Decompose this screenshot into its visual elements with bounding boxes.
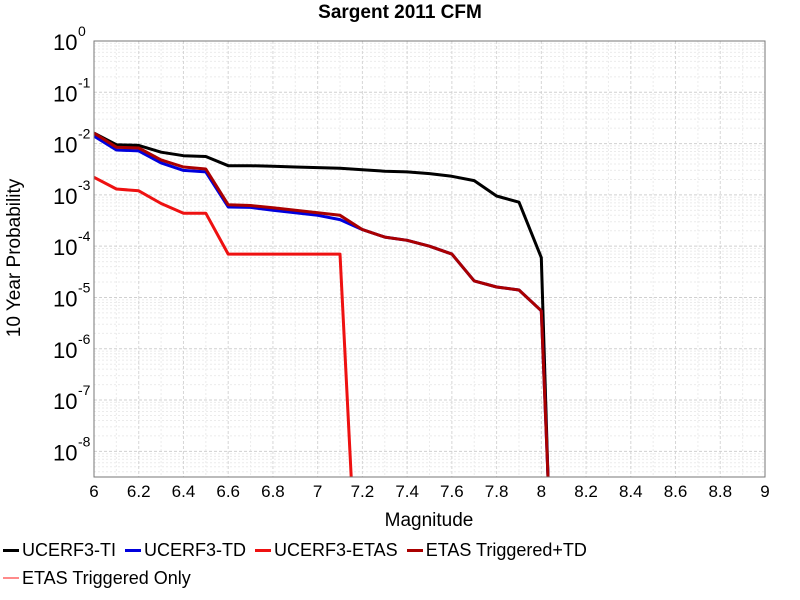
x-tick-label: 8.8 xyxy=(708,482,732,501)
y-tick-base: 10 xyxy=(53,389,77,414)
legend-label: UCERF3-TD xyxy=(144,539,246,560)
legend-item-etas-triggered-td: ETAS Triggered+TD xyxy=(404,540,587,561)
x-tick-label: 9 xyxy=(760,482,769,501)
y-tick-label: 10 -4 xyxy=(53,228,91,260)
y-tick-exponent: -3 xyxy=(78,177,91,193)
y-tick-label: 10 -1 xyxy=(53,74,91,106)
y-tick-exponent: -1 xyxy=(78,74,91,90)
legend-label: ETAS Triggered+TD xyxy=(425,539,587,560)
legend-row-1: UCERF3-TI UCERF3-TD UCERF3-ETAS ETAS Tri… xyxy=(0,536,800,564)
y-tick-exponent: 0 xyxy=(78,23,86,39)
legend-row-2: ETAS Triggered Only xyxy=(0,564,800,592)
y-tick-base: 10 xyxy=(53,81,77,106)
y-tick-base: 10 xyxy=(53,133,77,158)
y-axis-label: 10 Year Probability xyxy=(4,178,25,337)
legend-swatch-ucerf3-etas xyxy=(255,548,271,552)
x-tick-label: 8.4 xyxy=(619,482,643,501)
x-tick-label: 6 xyxy=(89,482,98,501)
legend-label: UCERF3-ETAS xyxy=(274,539,398,560)
x-tick-label: 8.2 xyxy=(574,482,598,501)
legend-swatch-etas-triggered-only xyxy=(3,577,19,579)
y-tick-exponent: -5 xyxy=(78,279,91,295)
legend-item-ucerf3-td: UCERF3-TD xyxy=(122,540,246,561)
x-tick-label: 7.8 xyxy=(485,482,509,501)
y-tick-label: 10 0 xyxy=(53,23,86,55)
y-tick-base: 10 xyxy=(53,30,77,55)
y-tick-exponent: -7 xyxy=(78,382,91,398)
x-tick-label: 7.2 xyxy=(351,482,375,501)
legend-item-etas-triggered-only: ETAS Triggered Only xyxy=(0,568,191,589)
y-tick-exponent: -4 xyxy=(78,228,91,244)
plot-area-frame xyxy=(93,40,766,478)
chart-title: Sargent 2011 CFM xyxy=(318,2,482,23)
y-tick-label: 10 -6 xyxy=(53,331,91,363)
y-tick-base: 10 xyxy=(53,184,77,209)
y-tick-exponent: -2 xyxy=(78,126,91,142)
x-tick-label: 6.2 xyxy=(127,482,151,501)
y-tick-base: 10 xyxy=(53,440,77,465)
x-tick-label: 7.6 xyxy=(440,482,464,501)
y-tick-label: 10 -8 xyxy=(53,433,91,465)
minor-grid xyxy=(94,41,765,477)
series-line-etas-triggered-td xyxy=(94,131,550,477)
x-tick-label: 6.8 xyxy=(261,482,285,501)
y-tick-label: 10 -2 xyxy=(53,126,91,158)
y-tick-label: 10 -7 xyxy=(53,382,91,414)
x-tick-label: 6.6 xyxy=(216,482,240,501)
series-line-ucerf3-etas xyxy=(94,175,353,477)
y-tick-exponent: -8 xyxy=(78,433,91,449)
series-layer xyxy=(94,131,550,477)
y-tick-base: 10 xyxy=(53,286,77,311)
legend-swatch-etas-triggered-td xyxy=(406,548,423,552)
x-tick-label: 8.6 xyxy=(664,482,688,501)
legend-item-ucerf3-etas: UCERF3-ETAS xyxy=(252,540,398,561)
legend-item-ucerf3-ti: UCERF3-TI xyxy=(0,540,116,561)
legend-swatch-ucerf3-ti xyxy=(3,548,19,552)
x-axis-label: Magnitude xyxy=(385,510,474,531)
legend-label: ETAS Triggered Only xyxy=(22,567,191,588)
y-tick-base: 10 xyxy=(53,235,77,260)
legend-swatch-ucerf3-td xyxy=(125,548,141,552)
x-tick-label: 7.4 xyxy=(395,482,419,501)
y-tick-label: 10 -5 xyxy=(53,279,91,311)
y-tick-label: 10 -3 xyxy=(53,177,91,209)
y-tick-exponent: -6 xyxy=(78,331,91,347)
y-tick-base: 10 xyxy=(53,338,77,363)
x-tick-label: 6.4 xyxy=(172,482,196,501)
legend-label: UCERF3-TI xyxy=(22,539,116,560)
x-tick-labels: 6 6.2 6.4 6.6 6.8 7 7.2 7.4 7.6 7.8 8 8.2 8.4 8.6 8.8 9 xyxy=(89,482,769,501)
x-tick-label: 7 xyxy=(313,482,322,501)
x-tick-label: 8 xyxy=(537,482,546,501)
legend: UCERF3-TI UCERF3-TD UCERF3-ETAS ETAS Tri… xyxy=(0,536,800,592)
series-line-ucerf3-ti xyxy=(94,131,550,477)
